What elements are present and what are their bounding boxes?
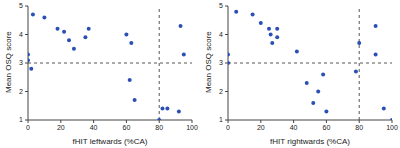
- svg-text:20: 20: [57, 124, 65, 131]
- svg-text:80: 80: [155, 124, 163, 131]
- svg-text:80: 80: [355, 124, 363, 131]
- svg-text:1: 1: [19, 116, 23, 123]
- svg-text:20: 20: [257, 124, 265, 131]
- svg-text:60: 60: [123, 124, 131, 131]
- svg-text:fHIT leftwards (%CA): fHIT leftwards (%CA): [73, 137, 148, 146]
- svg-text:0: 0: [226, 124, 230, 131]
- svg-text:0: 0: [26, 124, 30, 131]
- svg-text:40: 40: [290, 124, 298, 131]
- svg-text:5: 5: [19, 2, 23, 9]
- svg-text:3: 3: [19, 59, 23, 66]
- svg-text:2: 2: [219, 88, 223, 95]
- svg-text:fHIT rightwards (%CA): fHIT rightwards (%CA): [270, 137, 350, 146]
- svg-text:60: 60: [323, 124, 331, 131]
- svg-text:4: 4: [19, 31, 23, 38]
- svg-text:Mean OSQ score: Mean OSQ score: [204, 31, 213, 93]
- svg-text:1: 1: [219, 116, 223, 123]
- svg-text:2: 2: [19, 88, 23, 95]
- svg-text:5: 5: [219, 2, 223, 9]
- svg-text:3: 3: [219, 59, 223, 66]
- svg-text:100: 100: [186, 124, 198, 131]
- svg-text:Mean OSQ score: Mean OSQ score: [8, 31, 13, 93]
- svg-text:40: 40: [90, 124, 98, 131]
- svg-text:4: 4: [219, 31, 223, 38]
- svg-text:100: 100: [386, 124, 392, 131]
